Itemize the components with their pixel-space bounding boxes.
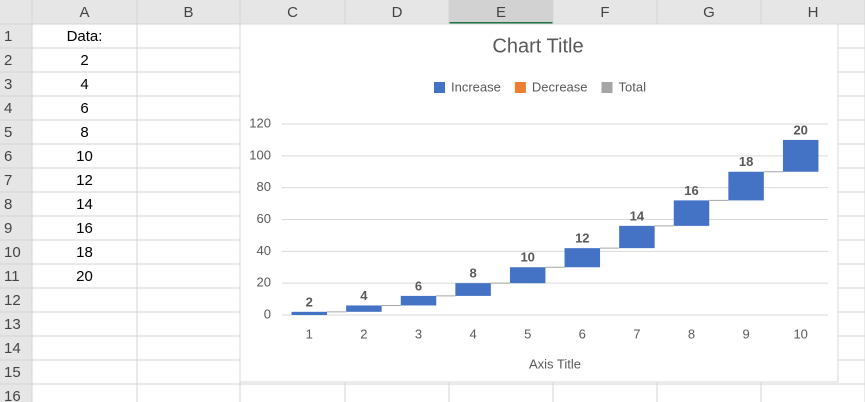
x-tick-label: 3 [415,326,422,341]
cell-value[interactable]: 6 [80,100,88,117]
cell-value[interactable]: 10 [76,148,93,165]
column-header[interactable]: G [703,4,715,21]
row-header[interactable]: 1 [4,28,12,45]
data-label: 20 [793,122,807,137]
row-header[interactable]: 10 [4,244,21,261]
cell-value[interactable]: 2 [80,52,88,69]
row-header[interactable]: 13 [4,316,21,333]
legend-label: Total [619,79,647,94]
data-label: 12 [575,231,589,246]
column-header[interactable]: E [496,4,506,21]
chart-area[interactable] [239,23,839,383]
y-tick-label: 80 [257,179,271,194]
column-header[interactable]: F [600,4,609,21]
row-header[interactable]: 12 [4,292,21,309]
x-tick-label: 2 [360,326,367,341]
y-tick-label: 100 [249,147,271,162]
column-header[interactable]: H [808,4,819,21]
column-header-bar [0,0,865,24]
x-tick-label: 5 [524,326,531,341]
data-label: 16 [684,183,698,198]
bar [728,171,764,201]
cell-value[interactable]: 16 [76,220,93,237]
column-header[interactable]: A [79,4,89,21]
bar [564,248,601,268]
y-tick-label: 40 [257,243,271,258]
data-label: 8 [469,266,476,281]
x-tick-label: 10 [793,326,807,341]
bar [782,139,819,172]
row-header[interactable]: 2 [4,52,12,69]
data-label: 4 [360,288,368,303]
row-header[interactable]: 16 [4,388,21,402]
row-header[interactable]: 3 [4,76,12,93]
x-tick-label: 4 [469,326,476,341]
legend-label: Decrease [532,79,588,94]
cell-value[interactable]: 18 [76,244,93,261]
cell-value[interactable]: 4 [80,76,88,93]
y-tick-label: 20 [257,275,271,290]
y-tick-label: 120 [249,115,271,130]
y-tick-label: 60 [257,211,271,226]
x-axis-title: Axis Title [529,356,581,371]
bar [346,305,382,312]
data-label: 10 [520,250,534,265]
column-header[interactable]: D [392,4,403,21]
row-header[interactable]: 6 [4,148,12,165]
column-header[interactable]: B [183,4,193,21]
cell-value[interactable]: 8 [80,124,88,141]
x-tick-label: 1 [306,326,313,341]
x-tick-label: 9 [742,326,749,341]
data-label: 18 [739,154,753,169]
row-header[interactable]: 14 [4,340,21,357]
y-tick-label: 0 [264,306,271,321]
bar [619,225,655,249]
cell-value[interactable]: 12 [76,172,93,189]
bar [455,283,491,296]
selected-column-header [449,0,553,24]
column-header[interactable]: C [287,4,298,21]
bar [400,295,437,306]
chart-title: Chart Title [492,35,583,57]
legend-swatch [514,82,526,93]
row-header[interactable]: 9 [4,220,12,237]
bar [291,311,328,315]
data-label: 6 [415,278,422,293]
row-header[interactable]: 8 [4,196,12,213]
x-tick-label: 6 [579,326,586,341]
row-header[interactable]: 11 [4,268,20,285]
legend-swatch [601,82,613,93]
row-header[interactable]: 7 [4,172,12,189]
row-header-bar [0,0,32,402]
data-label: 2 [306,294,313,309]
legend-label: Increase [451,79,501,94]
row-header[interactable]: 5 [4,124,12,141]
x-tick-label: 7 [633,326,640,341]
cell-value[interactable]: 14 [76,196,93,213]
cell-value[interactable]: Data: [67,28,103,45]
bar [509,267,546,284]
row-header[interactable]: 4 [4,100,12,117]
data-label: 14 [630,208,645,223]
row-header[interactable]: 15 [4,364,21,381]
x-tick-label: 8 [688,326,695,341]
cell-value[interactable]: 20 [76,268,93,285]
legend-swatch [434,82,445,93]
bar [673,200,710,226]
